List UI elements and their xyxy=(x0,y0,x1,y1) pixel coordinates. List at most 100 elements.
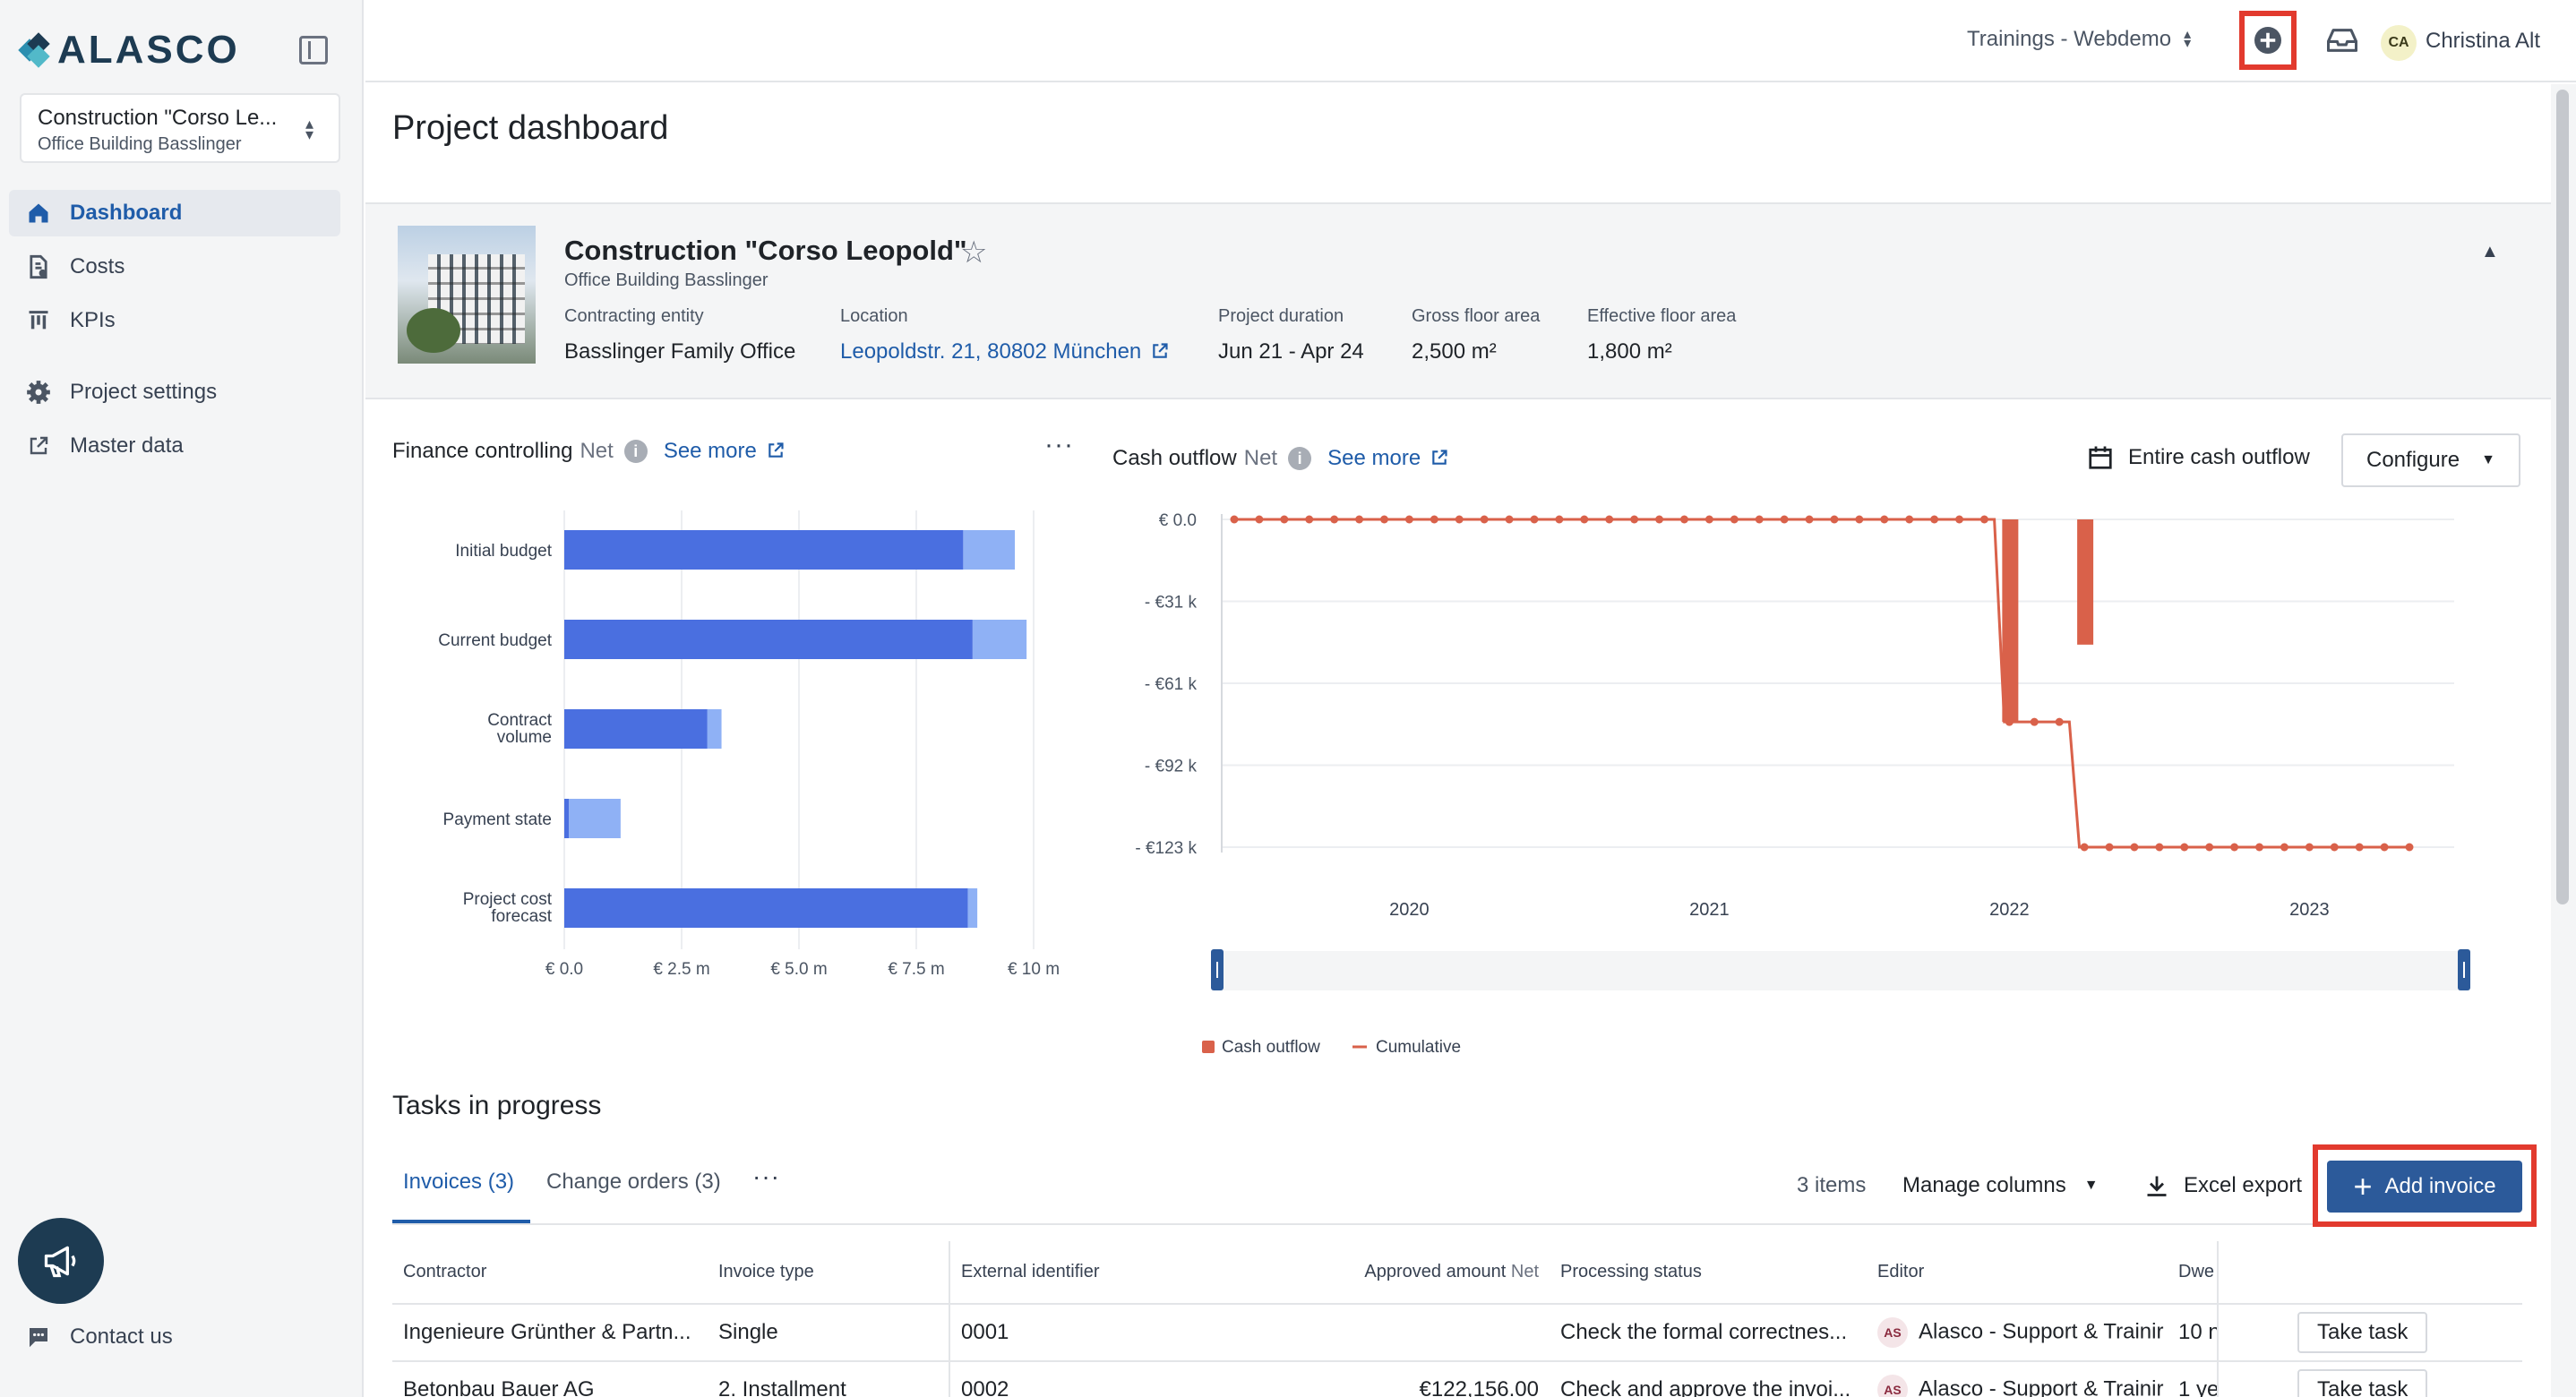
take-task-button[interactable]: Take task xyxy=(2297,1369,2428,1397)
caret-down-icon: ▼ xyxy=(2083,1178,2099,1193)
info-icon[interactable]: i xyxy=(1288,447,1312,470)
location-link[interactable]: Leopoldstr. 21, 80802 München xyxy=(840,339,1169,364)
chat-icon xyxy=(30,1328,47,1348)
category-label-line: Payment state xyxy=(443,810,552,829)
sidebar-item-project-settings[interactable]: Project settings xyxy=(9,369,340,416)
bar-segment xyxy=(707,709,722,749)
cash-outflow-bar xyxy=(2077,519,2094,645)
y-tick-label: € 0.0 xyxy=(1159,511,1197,530)
approved-amount-label: Approved amount xyxy=(1364,1262,1507,1281)
project-summary-card: Construction "Corso Leopold" ☆ Office Bu… xyxy=(365,204,2551,399)
project-selector[interactable]: Construction "Corso Le... Office Buildin… xyxy=(20,93,340,163)
tab-invoices[interactable]: Invoices (3) xyxy=(403,1170,515,1194)
scrollbar-thumb[interactable] xyxy=(2556,90,2569,904)
add-invoice-button[interactable]: + Add invoice xyxy=(2327,1161,2522,1213)
alasco-logo[interactable]: ALASCO xyxy=(18,28,240,72)
finance-see-more-link[interactable]: See more xyxy=(664,439,785,464)
page-title: Project dashboard xyxy=(392,109,669,147)
table-row[interactable]: Ingenieure Grünther & Partn... Single 00… xyxy=(392,1304,2522,1362)
add-invoice-highlight: + Add invoice xyxy=(2313,1144,2537,1227)
cumulative-point xyxy=(2055,717,2064,726)
net-label: Net xyxy=(1243,446,1278,470)
bar-segment xyxy=(972,620,1027,659)
external-link-icon xyxy=(25,433,52,459)
cumulative-point xyxy=(1730,515,1739,524)
column-header-contractor[interactable]: Contractor xyxy=(392,1241,708,1305)
cumulative-point xyxy=(1755,515,1764,524)
cell-editor: AS Alasco - Support & Trainir xyxy=(1867,1304,2168,1362)
cash-outflow-chart: € 0.0 - €31 k - €61 k - €92 k - €123 k 2020 20… xyxy=(1135,511,2470,1057)
page-scrollbar[interactable] xyxy=(2551,84,2576,1397)
add-invoice-label: Add invoice xyxy=(2384,1174,2496,1198)
legend-swatch-cash-outflow xyxy=(1202,1041,1215,1053)
sidebar-item-costs[interactable]: Costs xyxy=(9,244,340,290)
cell-contractor: Betonbau Bauer AG xyxy=(392,1361,708,1397)
sidebar-item-label: Costs xyxy=(70,254,125,279)
category-label-line: forecast xyxy=(491,907,552,926)
take-task-button[interactable]: Take task xyxy=(2297,1312,2428,1353)
organization-selector[interactable]: Trainings - Webdemo ▴ ▾ xyxy=(1967,27,2191,52)
column-header-approved-amount[interactable]: Approved amount Net xyxy=(1326,1241,1550,1305)
collapse-card-icon[interactable]: ▲ xyxy=(2481,242,2499,261)
x-tick-label: € 10 m xyxy=(1008,960,1060,979)
sort-chevrons-icon: ▴ ▾ xyxy=(2184,27,2192,51)
cell-invoice-type: Single xyxy=(708,1304,949,1362)
cumulative-point xyxy=(1480,515,1489,524)
sidebar-item-kpis[interactable]: KPIs xyxy=(9,297,340,344)
column-header-dwell[interactable]: Dwe xyxy=(2168,1241,2218,1305)
legend-label-cumulative: Cumulative xyxy=(1376,1038,1461,1057)
meta-project-duration: Project duration Jun 21 - Apr 24 xyxy=(1218,306,1364,364)
cash-see-more-link[interactable]: See more xyxy=(1327,446,1448,471)
column-header-processing-status[interactable]: Processing status xyxy=(1550,1241,1867,1305)
cumulative-point xyxy=(1530,515,1539,524)
items-count: 3 items xyxy=(1797,1173,1867,1197)
column-header-external-identifier[interactable]: External identifier xyxy=(949,1241,1326,1305)
finance-panel-title: Finance controlling Net i See more xyxy=(392,439,785,464)
home-icon xyxy=(25,200,52,227)
favorite-star-icon[interactable]: ☆ xyxy=(960,236,988,270)
cumulative-point xyxy=(1230,515,1239,524)
editor-name: Alasco - Support & Trainir xyxy=(1919,1376,2164,1397)
date-range-button[interactable]: Entire cash outflow xyxy=(2087,444,2310,471)
announcements-button[interactable] xyxy=(18,1218,104,1304)
bar-segment xyxy=(569,799,621,838)
finance-more-options-icon[interactable]: ··· xyxy=(1044,430,1074,459)
cumulative-point xyxy=(1330,515,1339,524)
bar-segment xyxy=(963,530,1016,570)
meta-value: 2,500 m² xyxy=(1412,339,1497,364)
costs-icon xyxy=(25,253,52,280)
user-avatar[interactable]: CA xyxy=(2381,25,2417,61)
cumulative-point xyxy=(2155,843,2164,852)
manage-columns-dropdown[interactable]: Manage columns ▼ xyxy=(1902,1173,2099,1198)
cumulative-point xyxy=(1679,515,1688,524)
kpi-icon xyxy=(25,307,52,334)
cell-approved-amount: €122,156.00 xyxy=(1326,1361,1550,1397)
y-tick-label: - €123 k xyxy=(1135,839,1197,858)
net-label: Net xyxy=(1510,1262,1539,1281)
contact-us-link[interactable]: Contact us xyxy=(25,1324,173,1350)
configure-dropdown[interactable]: Configure ▼ xyxy=(2341,433,2520,487)
excel-export-label: Excel export xyxy=(2184,1173,2303,1197)
cell-dwell: 10 n xyxy=(2168,1304,2218,1362)
tab-change-orders[interactable]: Change orders (3) xyxy=(546,1170,721,1194)
y-tick-label: - €61 k xyxy=(1145,675,1198,694)
info-icon[interactable]: i xyxy=(623,440,648,463)
column-header-editor[interactable]: Editor xyxy=(1867,1241,2168,1305)
tabs-more-options-icon[interactable]: ··· xyxy=(752,1162,780,1190)
x-tick-label: 2020 xyxy=(1389,900,1430,920)
table-row[interactable]: Betonbau Bauer AG 2. Installment 0002 €1… xyxy=(392,1361,2522,1397)
create-new-button[interactable] xyxy=(2239,11,2297,70)
cumulative-point xyxy=(2355,843,2364,852)
column-header-invoice-type[interactable]: Invoice type xyxy=(708,1241,949,1305)
sidebar-item-dashboard[interactable]: Dashboard xyxy=(9,190,340,236)
meta-location: Location Leopoldstr. 21, 80802 München xyxy=(840,306,1169,364)
inbox-button[interactable] xyxy=(2326,27,2358,54)
cumulative-point xyxy=(2280,843,2288,852)
excel-export-button[interactable]: Excel export xyxy=(2144,1173,2302,1198)
user-name[interactable]: Christina Alt xyxy=(2426,29,2541,53)
external-link-icon xyxy=(1432,450,1447,465)
project-selector-subtitle: Office Building Basslinger xyxy=(38,134,242,154)
sidebar-item-master-data[interactable]: Master data xyxy=(9,423,340,469)
collapse-sidebar-icon[interactable] xyxy=(299,36,328,64)
